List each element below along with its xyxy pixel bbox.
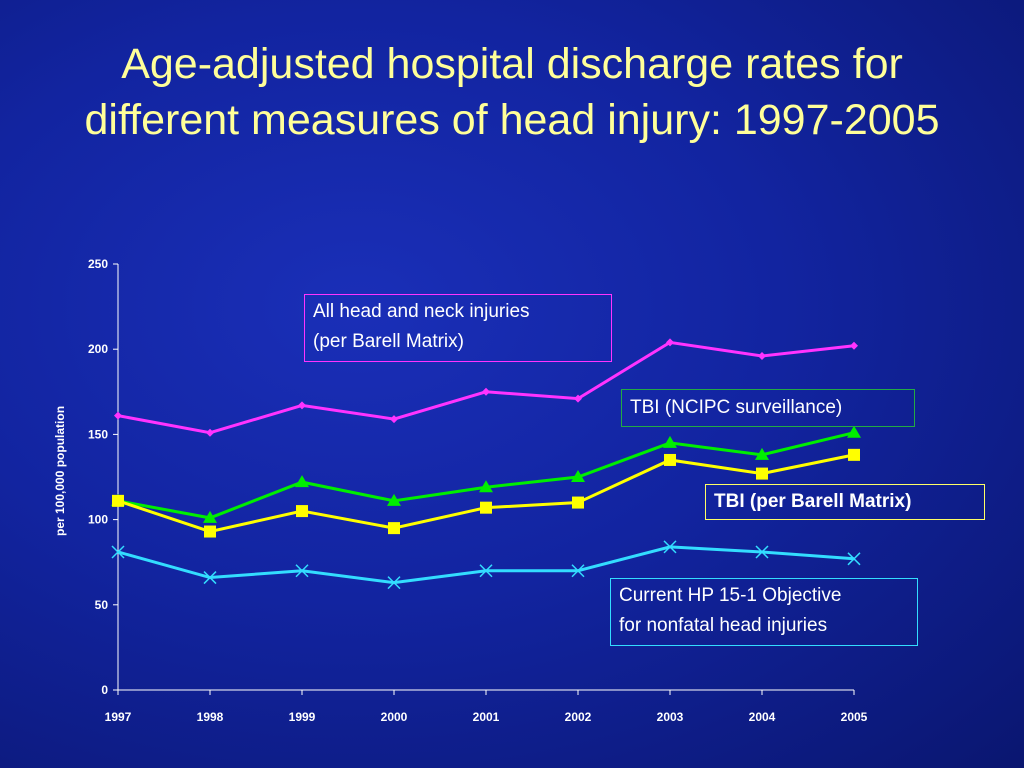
data-point-s3 xyxy=(480,501,492,514)
data-point-s4 xyxy=(847,552,861,566)
data-point-s1 xyxy=(850,341,858,350)
callout-hp-objective: Current HP 15-1 Objective for nonfatal h… xyxy=(610,578,918,646)
chart-markers xyxy=(111,338,861,590)
data-point-s3 xyxy=(664,453,676,466)
y-tick-label: 0 xyxy=(101,683,108,697)
data-point-s2 xyxy=(479,480,493,493)
x-tick-label: 2002 xyxy=(565,710,592,724)
data-point-s4 xyxy=(295,564,309,578)
data-point-s1 xyxy=(298,401,306,410)
y-tick-label: 100 xyxy=(88,513,108,527)
chart-series-lines xyxy=(117,340,855,585)
data-point-s4 xyxy=(571,564,585,578)
data-point-s1 xyxy=(574,394,582,403)
data-point-s3 xyxy=(296,505,308,518)
data-point-s4 xyxy=(479,564,493,578)
y-tick-label: 250 xyxy=(88,257,108,271)
y-tick-label: 150 xyxy=(88,427,108,441)
data-point-s1 xyxy=(482,387,490,396)
data-point-s1 xyxy=(390,415,398,424)
data-point-s1 xyxy=(666,338,674,347)
callout-tbi-ncipc: TBI (NCIPC surveillance) xyxy=(621,389,915,427)
data-point-s3 xyxy=(204,525,216,538)
data-point-s4 xyxy=(387,576,401,590)
data-point-s2 xyxy=(571,470,585,482)
data-point-s3 xyxy=(388,522,400,535)
y-tick-label: 200 xyxy=(88,342,108,356)
data-point-s1 xyxy=(206,428,214,437)
data-point-s2 xyxy=(755,447,769,460)
x-tick-label: 1997 xyxy=(105,710,132,724)
x-tick-label: 2003 xyxy=(657,710,684,724)
data-point-s1 xyxy=(758,352,766,361)
data-point-s2 xyxy=(387,493,401,506)
data-point-s4 xyxy=(755,545,769,559)
callout-tbi-barell: TBI (per Barell Matrix) xyxy=(705,484,985,520)
data-point-s3 xyxy=(756,467,768,480)
x-tick-label: 2004 xyxy=(749,710,776,724)
x-tick-label: 2000 xyxy=(381,710,408,724)
data-point-s2 xyxy=(203,510,217,523)
x-tick-label: 2001 xyxy=(473,710,500,724)
chart-axes: 0 50 100 150 200 250 1997 1998 1999 2000 2001 2002 2… xyxy=(88,257,868,724)
data-point-s4 xyxy=(111,545,125,559)
data-point-s4 xyxy=(663,540,677,554)
data-point-s3 xyxy=(112,494,124,507)
callout-all-head-neck: All head and neck injuries (per Barell M… xyxy=(304,294,612,362)
data-point-s3 xyxy=(572,496,584,509)
y-axis-label: per 100,000 population xyxy=(53,406,67,536)
x-tick-label: 2005 xyxy=(841,710,868,724)
data-point-s2 xyxy=(295,475,309,488)
x-tick-label: 1999 xyxy=(289,710,316,724)
data-point-s1 xyxy=(114,411,122,420)
data-point-s2 xyxy=(847,425,861,438)
data-point-s4 xyxy=(203,571,217,585)
x-tick-label: 1998 xyxy=(197,710,224,724)
y-tick-label: 50 xyxy=(95,598,109,612)
slide-title: Age-adjusted hospital discharge rates fo… xyxy=(84,40,940,144)
data-point-s2 xyxy=(663,435,677,448)
data-point-s3 xyxy=(848,448,860,461)
